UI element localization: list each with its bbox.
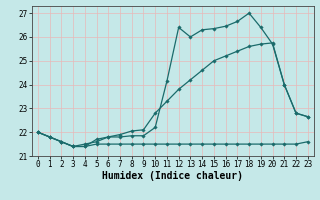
- X-axis label: Humidex (Indice chaleur): Humidex (Indice chaleur): [102, 171, 243, 181]
